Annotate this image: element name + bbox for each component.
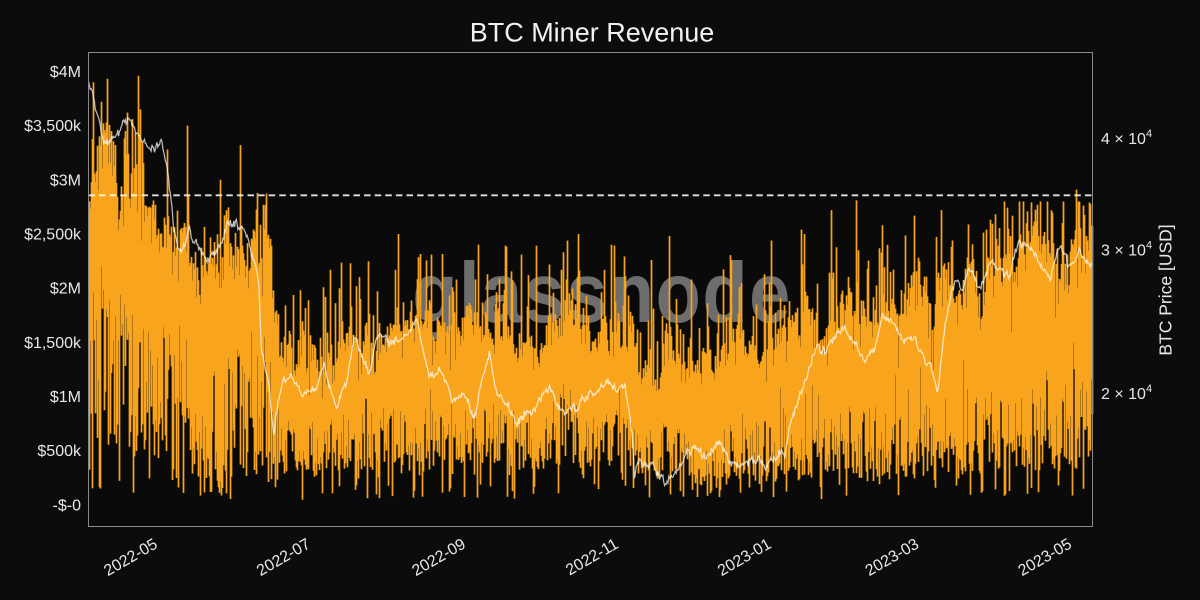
svg-text:-$-0: -$-0: [53, 497, 82, 514]
svg-text:$2M: $2M: [50, 281, 81, 298]
svg-text:$3,500k: $3,500k: [24, 118, 82, 135]
svg-text:BTC Price [USD]: BTC Price [USD]: [1156, 224, 1176, 355]
svg-text:$2,500k: $2,500k: [24, 227, 82, 244]
svg-text:$3M: $3M: [50, 172, 81, 189]
svg-text:$500k: $500k: [37, 443, 82, 460]
svg-text:$4M: $4M: [50, 64, 81, 81]
svg-text:2 × 104: 2 × 104: [1101, 383, 1152, 403]
svg-text:3 × 104: 3 × 104: [1101, 240, 1152, 260]
svg-text:4 × 104: 4 × 104: [1101, 128, 1152, 148]
svg-text:BTC Miner Revenue: BTC Miner Revenue: [470, 18, 715, 48]
svg-text:$1,500k: $1,500k: [24, 335, 82, 352]
svg-text:$1M: $1M: [50, 389, 81, 406]
